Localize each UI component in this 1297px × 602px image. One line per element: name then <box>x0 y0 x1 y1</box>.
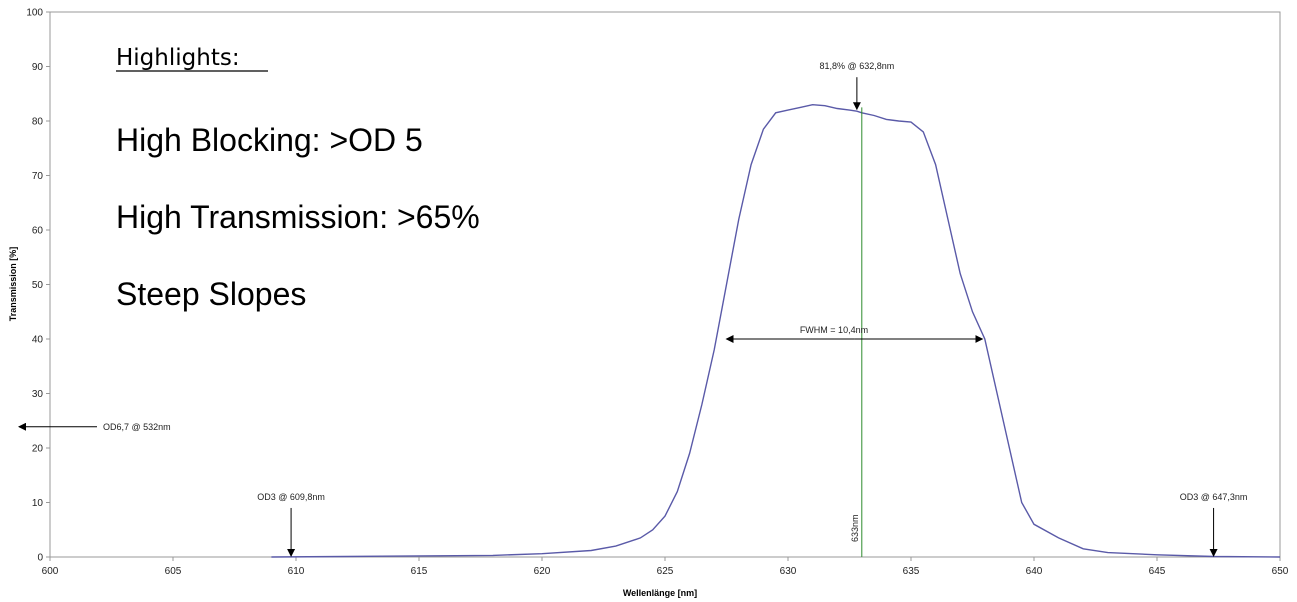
y-tick-label: 90 <box>32 62 44 73</box>
y-tick-label: 0 <box>37 553 43 564</box>
x-tick-label: 600 <box>42 566 59 577</box>
od67-annotation: OD6,7 @ 532nm <box>103 422 171 432</box>
y-axis-label: Transmission [%] <box>8 247 18 322</box>
y-tick-label: 70 <box>32 171 44 182</box>
highlights-title: Highlights: <box>116 45 240 71</box>
x-tick-label: 610 <box>288 566 305 577</box>
y-tick-label: 30 <box>32 389 44 400</box>
y-tick-label: 10 <box>32 498 44 509</box>
highlight-item-slopes: Steep Slopes <box>116 276 306 312</box>
x-axis-ticks: 600 605 610 615 620 625 630 635 640 645 650 <box>42 557 1289 577</box>
plot-area <box>49 11 1281 558</box>
center-wavelength-label: 633nm <box>850 514 860 542</box>
fwhm-annotation: FWHM = 10,4nm <box>800 325 868 335</box>
y-tick-label: 80 <box>32 117 44 128</box>
od3-right-annotation: OD3 @ 647,3nm <box>1180 492 1248 502</box>
y-tick-label: 50 <box>32 280 44 291</box>
y-tick-label: 40 <box>32 335 44 346</box>
x-tick-label: 605 <box>165 566 182 577</box>
highlights-box: Highlights: High Blocking: >OD 5 High Tr… <box>116 45 480 312</box>
transmission-curve <box>271 103 1281 558</box>
y-tick-label: 100 <box>26 8 43 19</box>
od3-left-annotation: OD3 @ 609,8nm <box>257 492 325 502</box>
x-tick-label: 615 <box>411 566 428 577</box>
y-axis-ticks: 0 10 20 30 40 50 60 70 80 90 100 <box>26 8 50 564</box>
x-tick-label: 625 <box>657 566 674 577</box>
x-tick-label: 630 <box>780 566 797 577</box>
y-tick-label: 20 <box>32 444 44 455</box>
x-tick-label: 645 <box>1149 566 1166 577</box>
highlight-item-transmission: High Transmission: >65% <box>116 199 480 235</box>
x-tick-label: 620 <box>534 566 551 577</box>
peak-annotation: 81,8% @ 632,8nm <box>820 61 895 71</box>
x-tick-label: 635 <box>903 566 920 577</box>
y-tick-label: 60 <box>32 226 44 237</box>
x-axis-label: Wellenlänge [nm] <box>623 588 697 598</box>
x-tick-label: 650 <box>1272 566 1289 577</box>
x-tick-label: 640 <box>1026 566 1043 577</box>
highlight-item-blocking: High Blocking: >OD 5 <box>116 122 423 158</box>
